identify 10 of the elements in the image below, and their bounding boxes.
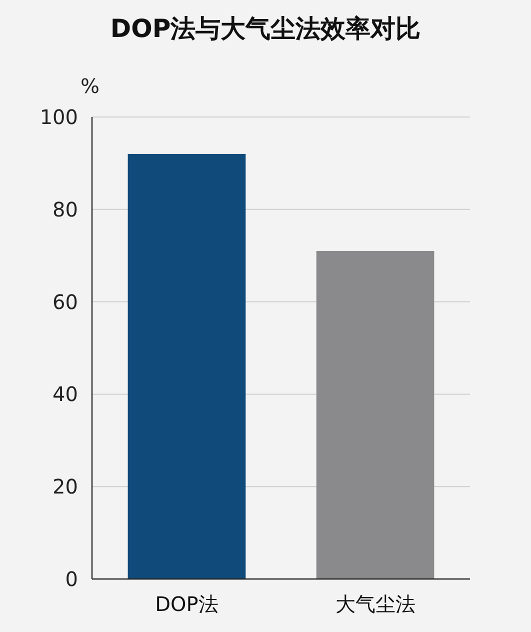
y-tick-label: 100 [40, 105, 78, 129]
y-tick-label: 40 [52, 382, 78, 406]
x-tick-label: DOP法 [155, 592, 218, 616]
y-tick-label: 0 [65, 567, 78, 591]
y-tick-label: 80 [52, 197, 78, 222]
y-axis-title: % [80, 74, 100, 98]
y-tick-label: 60 [52, 290, 78, 314]
chart-title: DOP法与大气尘法效率对比 [110, 14, 421, 43]
y-tick-label: 20 [52, 474, 78, 499]
x-tick-label: 大气尘法 [335, 592, 416, 616]
